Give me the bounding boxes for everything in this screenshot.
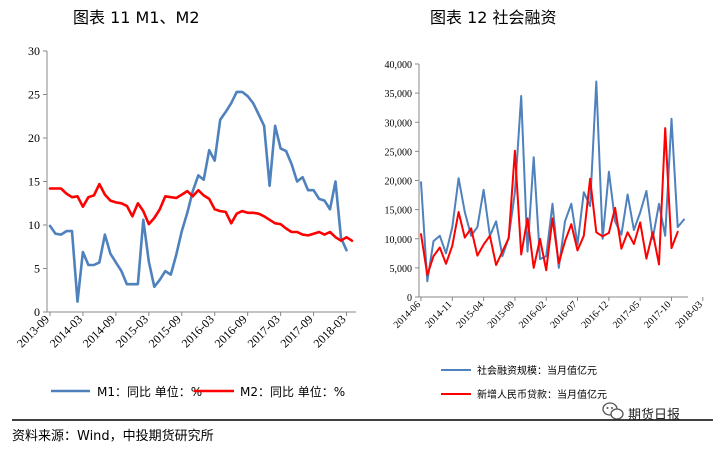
- series-m2-line: [48, 182, 354, 242]
- y-tick-label: 40,000: [385, 60, 413, 71]
- x-tick-label: 2017-03: [245, 312, 283, 350]
- source-note: 资料来源：Wind，中投期货研究所: [12, 428, 214, 444]
- y-tick-label: 5: [34, 262, 40, 276]
- x-tick-label: 2016-09: [212, 312, 250, 350]
- x-tick-label: 2014-11: [423, 299, 454, 330]
- y-tick-label: 20: [28, 131, 40, 145]
- y-tick-label: 0: [34, 305, 40, 319]
- x-tick-label: 2018-03: [310, 312, 348, 350]
- x-tick-label: 2015-09: [146, 312, 184, 350]
- x-tick-label: 2015-04: [454, 299, 485, 330]
- y-tick-label: 5,000: [390, 264, 413, 275]
- chart-2-legend: 社会融资规模：当月值亿元 新增人民币贷款：当月值亿元: [441, 364, 607, 401]
- y-tick-label: 15: [28, 175, 40, 189]
- chart-1-title: 图表 11 M1、M2: [73, 8, 200, 27]
- y-tick-label: 20,000: [385, 177, 413, 188]
- x-tick-label: 2015-03: [113, 312, 151, 350]
- x-tick-label: 2017-05: [611, 299, 642, 330]
- y-tick-label: 25: [28, 88, 40, 102]
- watermark-text: 期货日报: [628, 407, 680, 423]
- x-tick-label: 2014-06: [392, 299, 423, 330]
- y-tick-label: 35,000: [385, 89, 413, 100]
- y-tick-label: 0: [407, 293, 412, 304]
- y-tick-label: 25,000: [385, 147, 413, 158]
- x-tick-label: 2016-02: [517, 299, 548, 330]
- x-tick-label: 2017-10: [642, 299, 673, 330]
- x-tick-label: 2016-07: [548, 299, 579, 330]
- y-tick-label: 10,000: [385, 235, 413, 246]
- x-tick-label: 2018-03: [674, 299, 705, 330]
- legend-m1-label: M1：同比 单位：%: [97, 384, 202, 399]
- legend-loans-label: 新增人民币贷款：当月值亿元: [477, 388, 607, 401]
- x-tick-label: 2014-03: [47, 312, 85, 350]
- series-tsf-line: [420, 80, 685, 283]
- y-tick-label: 30,000: [385, 118, 413, 129]
- y-tick-label: 30: [28, 44, 40, 58]
- x-tick-label: 2016-12: [580, 299, 611, 330]
- legend-m2-label: M2：同比 单位：%: [240, 384, 345, 399]
- social-financing-chart: 0 5,000 10,000 15,000 20,000 25,000 30,000 35,0…: [385, 60, 705, 331]
- watermark: 期货日报: [602, 402, 680, 423]
- series-m1-line: [48, 90, 348, 303]
- chart-2-title: 图表 12 社会融资: [430, 8, 557, 27]
- x-tick-label: 2014-09: [80, 312, 118, 350]
- x-tick-label: 2017-09: [278, 312, 316, 350]
- wechat-icon: [602, 402, 624, 420]
- chart-1-legend: M1：同比 单位：% M2：同比 单位：%: [51, 384, 345, 399]
- x-tick-label: 2016-03: [179, 312, 217, 350]
- x-tick-label: 2015-09: [486, 299, 517, 330]
- y-tick-label: 15,000: [385, 206, 413, 217]
- series-loans-line: [420, 127, 679, 276]
- legend-tsf-label: 社会融资规模：当月值亿元: [477, 364, 597, 377]
- y-tick-label: 10: [28, 218, 40, 232]
